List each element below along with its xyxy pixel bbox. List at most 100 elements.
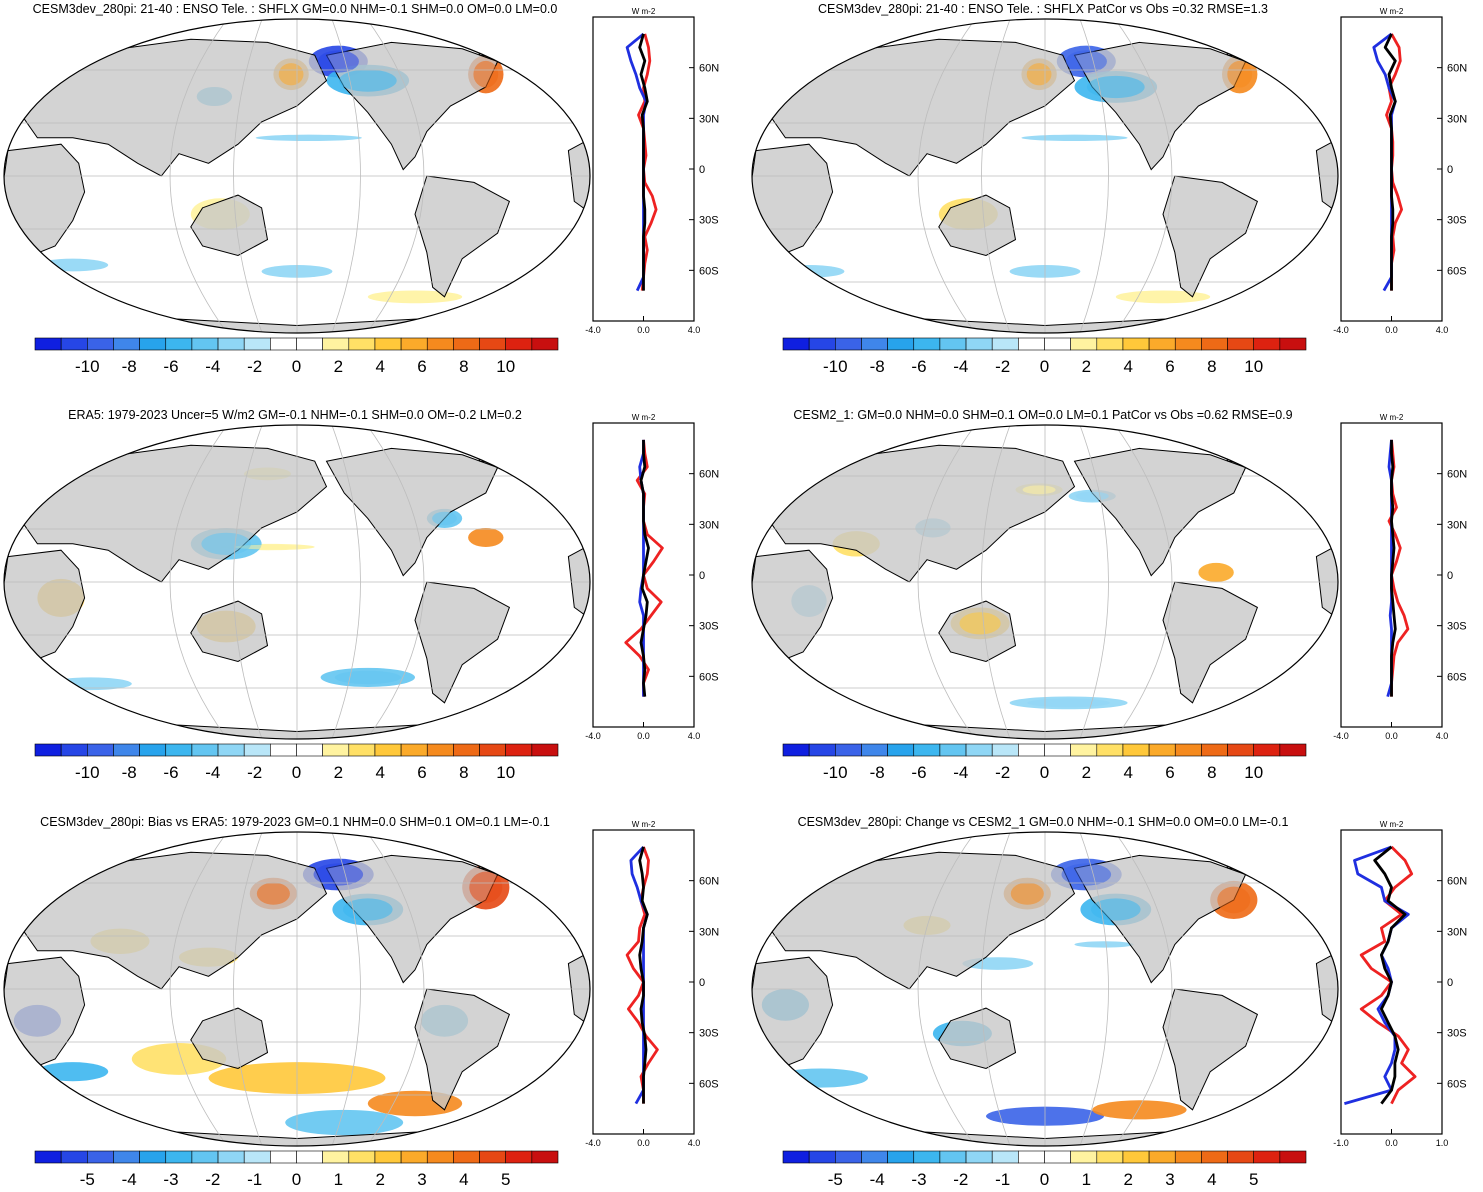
colorbar-swatch — [34, 743, 62, 757]
colorbar-swatch — [1279, 337, 1307, 351]
profile-units: W m-2 — [1380, 820, 1404, 829]
colorbar-tick-label: 8 — [1207, 763, 1216, 782]
anomaly-blob — [1115, 290, 1211, 304]
colorbar-tick-label: 1 — [334, 1170, 343, 1187]
anomaly-blob — [37, 258, 109, 272]
colorbar-swatch — [835, 743, 862, 757]
panel-p6: CESM3dev_280pi: Change vs CESM2_1 GM=0.0… — [751, 815, 1467, 1189]
colorbar-tick-label: 0 — [1040, 357, 1049, 376]
colorbar-swatch — [1096, 1150, 1124, 1164]
colorbar-swatch — [243, 1150, 271, 1164]
lat-tick-label: 0 — [699, 570, 705, 582]
colorbar-swatch — [1201, 743, 1228, 757]
lat-tick-label: 0 — [699, 164, 705, 176]
lon-gridline — [1113, 832, 1173, 1146]
colorbar-tick-label: -3 — [911, 1170, 926, 1187]
colorbar-tick-label: 10 — [1244, 357, 1263, 376]
lon-gridline — [981, 19, 1012, 333]
colorbar-swatch — [887, 1150, 915, 1164]
colorbar-tick-label: -1 — [995, 1170, 1010, 1187]
colorbar-swatch — [1253, 1150, 1281, 1164]
lon-gridline — [1078, 832, 1109, 1146]
colorbar-swatch — [270, 1150, 297, 1164]
land-eurasia — [19, 38, 328, 177]
colorbar-tick-label: -8 — [870, 763, 885, 782]
colorbar-swatch — [887, 743, 915, 757]
land-namerica — [1073, 447, 1247, 577]
colorbar-swatch — [1044, 1150, 1071, 1164]
colorbar-swatch — [296, 337, 323, 351]
lat-tick-label: 30S — [1447, 215, 1467, 227]
land-anomaly — [469, 871, 503, 903]
lon-gridline — [330, 425, 361, 739]
lat-tick-label: 60S — [699, 265, 719, 277]
colorbar-swatch — [1018, 743, 1045, 757]
colorbar: -10 -8 -6 -4 -2 0 2 4 6 8 10 — [782, 337, 1307, 376]
colorbar-swatch — [808, 1150, 836, 1164]
colorbar: -10 -8 -6 -4 -2 0 2 4 6 8 10 — [34, 337, 559, 376]
land-anomaly — [1027, 698, 1110, 708]
colorbar-swatch — [139, 337, 167, 351]
map-border — [3, 18, 591, 334]
profile-line-black — [638, 33, 649, 291]
colorbar-swatch — [939, 1150, 967, 1164]
land-australia — [190, 1007, 269, 1070]
colorbar-tick-label: 8 — [1207, 357, 1216, 376]
colorbar-tick-label: 5 — [1249, 1170, 1258, 1187]
x-tick-label: 4.0 — [1436, 325, 1449, 335]
colorbar-swatch — [1174, 337, 1202, 351]
lat-tick-label: 30N — [699, 113, 719, 125]
anomaly-blob — [468, 527, 504, 548]
panel-p2: CESM3dev_280pi: 21-40 : ENSO Tele. : SHF… — [751, 2, 1467, 376]
profile-line-red — [624, 439, 664, 697]
lat-tick-label: 60S — [699, 1078, 719, 1090]
colorbar-swatch — [1227, 337, 1254, 351]
colorbar-swatch — [1096, 743, 1124, 757]
colorbar-tick-label: -4 — [205, 357, 220, 376]
colorbar-swatch — [782, 743, 810, 757]
lon-gridline — [330, 19, 361, 333]
colorbar-swatch — [991, 743, 1019, 757]
colorbar-swatch — [1279, 743, 1307, 757]
colorbar-swatch — [322, 1150, 350, 1164]
colorbar-tick-label: -5 — [828, 1170, 843, 1187]
colorbar-swatch — [374, 743, 402, 757]
colorbar-swatch — [426, 1150, 454, 1164]
map-border — [751, 831, 1339, 1147]
colorbar-swatch — [270, 337, 297, 351]
land-samerica — [1162, 988, 1259, 1111]
anomaly-blob — [1092, 1100, 1187, 1120]
colorbar-tick-label: -8 — [870, 357, 885, 376]
zonal-profile: W m-2 60N 30N 0 30S 60S -4.0 0.0 4.0 — [1333, 7, 1467, 335]
colorbar-tick-label: 6 — [417, 357, 426, 376]
colorbar-swatch — [782, 1150, 810, 1164]
colorbar-swatch — [348, 337, 376, 351]
colorbar-tick-label: 3 — [1165, 1170, 1174, 1187]
panel-p3: ERA5: 1979-2023 Uncer=5 W/m2 GM=-0.1 NHM… — [3, 408, 719, 782]
lon-gridline — [917, 19, 977, 333]
land-anomaly — [234, 544, 301, 550]
colorbar-tick-label: 2 — [334, 763, 343, 782]
colorbar-swatch — [400, 1150, 428, 1164]
land-namerica — [325, 447, 499, 577]
colorbar-tick-label: -4 — [205, 763, 220, 782]
colorbar-swatch — [60, 1150, 88, 1164]
lat-tick-label: 30N — [1447, 113, 1467, 125]
colorbar-swatch — [965, 337, 993, 351]
x-tick-label: -4.0 — [1333, 731, 1349, 741]
colorbar-tick-label: -6 — [911, 357, 926, 376]
colorbar-tick-label: -2 — [953, 1170, 968, 1187]
colorbar-swatch — [1253, 337, 1281, 351]
colorbar-swatch — [374, 337, 402, 351]
colorbar-swatch — [1070, 1150, 1098, 1164]
lon-gridline — [169, 19, 229, 333]
colorbar-swatch — [426, 337, 454, 351]
colorbar-swatch — [217, 1150, 245, 1164]
colorbar-tick-label: 0 — [1040, 763, 1049, 782]
colorbar-swatch — [861, 337, 888, 351]
colorbar-swatch — [1096, 337, 1124, 351]
map-area — [4, 832, 590, 1146]
colorbar-swatch — [139, 1150, 167, 1164]
panel-p4: CESM2_1: GM=0.0 NHM=0.0 SHM=0.1 OM=0.0 L… — [751, 408, 1467, 782]
colorbar-swatch — [34, 1150, 62, 1164]
